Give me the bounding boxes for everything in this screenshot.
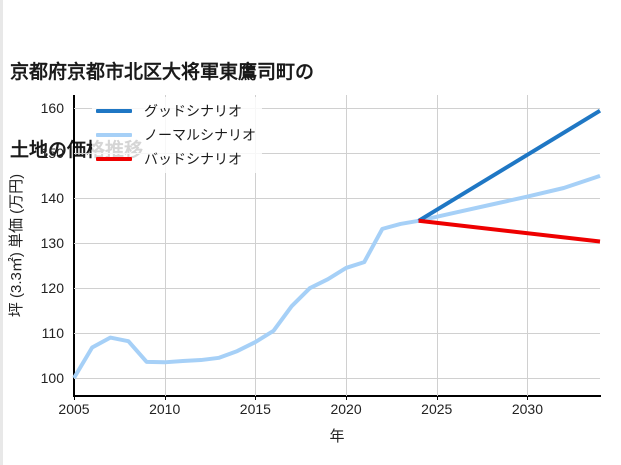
gridline-horizontal <box>74 243 600 245</box>
x-tick-label: 2005 <box>58 401 90 417</box>
legend-color-swatch <box>96 157 132 161</box>
y-tick-label: 150 <box>40 145 64 162</box>
x-tick-mark <box>74 396 75 400</box>
gridline-vertical <box>164 95 166 396</box>
gridline-vertical <box>255 95 257 396</box>
x-axis-spine <box>73 395 601 397</box>
y-tick-label: 160 <box>40 100 64 117</box>
legend-item[interactable]: ノーマルシナリオ <box>96 123 256 147</box>
x-tick-label: 2020 <box>330 401 362 417</box>
x-tick-label: 2025 <box>421 401 453 417</box>
gridline-horizontal <box>74 153 600 155</box>
series-line-good <box>417 109 602 223</box>
legend-item-label: バッドシナリオ <box>144 151 242 167</box>
y-tick-label: 100 <box>40 370 64 387</box>
y-tick-label: 130 <box>40 235 64 252</box>
x-tick-label: 2010 <box>149 401 181 417</box>
legend-color-swatch <box>96 109 132 113</box>
x-tick-mark <box>527 396 529 400</box>
legend-item[interactable]: バッドシナリオ <box>96 147 256 171</box>
x-tick-mark <box>346 396 348 400</box>
legend-color-swatch <box>96 133 132 137</box>
x-tick-mark <box>436 396 438 400</box>
x-tick-mark <box>255 396 257 400</box>
x-tick-label: 2015 <box>239 401 271 417</box>
legend-item[interactable]: グッドシナリオ <box>96 99 256 123</box>
y-tick-label: 110 <box>41 325 64 342</box>
series-line-normal <box>72 173 601 380</box>
series-lines <box>72 109 602 380</box>
gridline-horizontal <box>74 108 600 110</box>
series-line-bad <box>418 218 601 244</box>
y-tick-label: 120 <box>40 280 64 297</box>
plot-area: 100 110 120 130 140 150 160 2005 2010 2015 2020 20… <box>41 95 602 445</box>
left-edge-strip <box>0 0 3 465</box>
legend-item-label: グッドシナリオ <box>144 103 242 119</box>
x-axis-title: 年 <box>329 428 345 445</box>
gridline-horizontal <box>74 198 600 200</box>
gridline-horizontal <box>74 288 600 290</box>
x-tick-mark <box>164 396 166 400</box>
gridline-vertical <box>436 95 438 396</box>
chart-legend: グッドシナリオ ノーマルシナリオ バッドシナリオ <box>92 97 262 173</box>
gridline-vertical <box>527 95 529 396</box>
chart-title-line-1: 京都府京都市北区大将軍東鷹司町の <box>10 62 315 83</box>
y-axis-spine <box>73 95 75 396</box>
gridline-vertical <box>346 95 348 396</box>
legend-item-label: ノーマルシナリオ <box>144 127 256 143</box>
gridline-horizontal <box>74 333 600 335</box>
x-tick-label: 2030 <box>511 401 544 417</box>
gridline-horizontal <box>74 378 600 380</box>
y-tick-label: 140 <box>40 190 64 207</box>
